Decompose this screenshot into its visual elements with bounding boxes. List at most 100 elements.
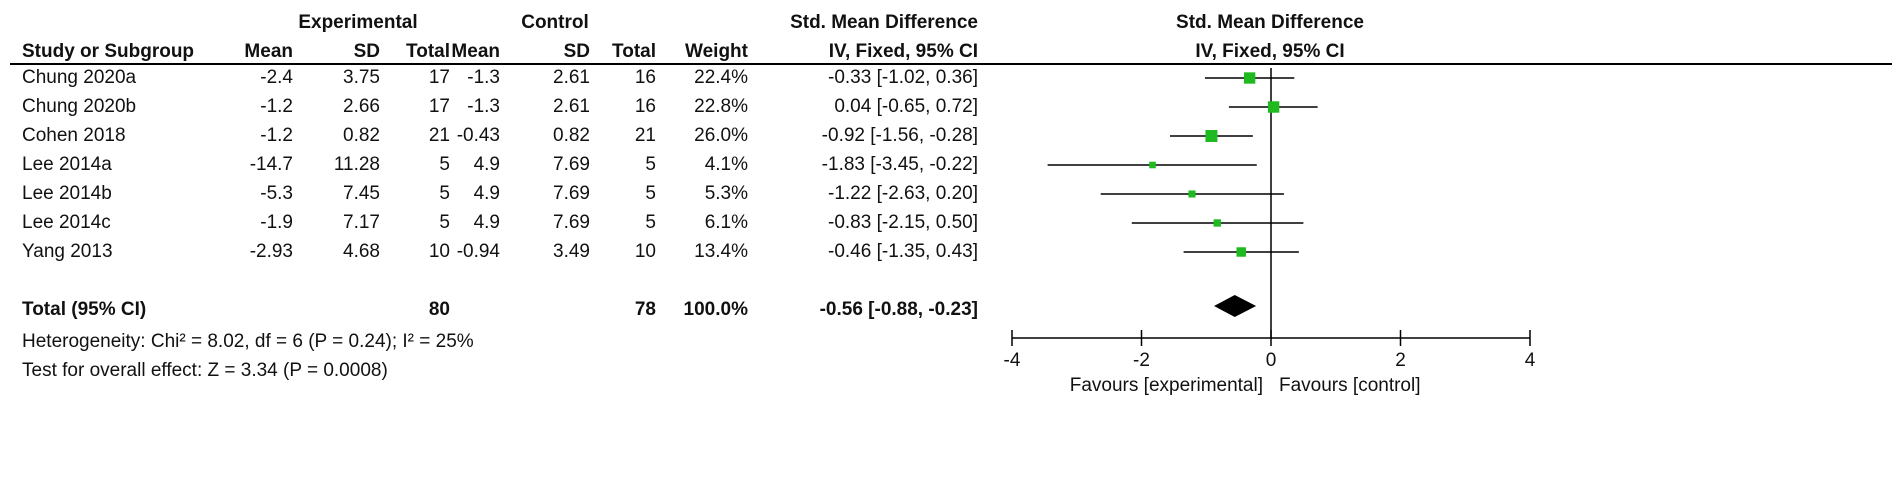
- mean-control-cell: 4.9: [473, 154, 500, 175]
- total-control-cell: 5: [645, 212, 656, 233]
- study-name-cell: Lee 2014a: [22, 154, 112, 175]
- smd-ci-cell: -0.92 [-1.56, -0.28]: [821, 125, 978, 146]
- mean-control-cell: 4.9: [473, 183, 500, 204]
- overall-effect-text: Test for overall effect: Z = 3.34 (P = 0…: [22, 360, 388, 381]
- weight-cell: 22.4%: [694, 67, 748, 88]
- weight-cell: 5.3%: [704, 183, 748, 204]
- weight-cell: 26.0%: [694, 125, 748, 146]
- mean-experimental-cell: -2.4: [260, 67, 293, 88]
- sd-control-cell: 7.69: [553, 154, 590, 175]
- x-tick-label: 4: [1525, 350, 1536, 371]
- total-weight: 100.0%: [683, 299, 748, 320]
- mean-experimental-cell: -5.3: [260, 183, 293, 204]
- total-experimental-cell: 10: [428, 241, 450, 262]
- total-control: 78: [634, 299, 656, 320]
- total-control-cell: 16: [634, 67, 656, 88]
- sd-control-cell: 7.69: [553, 183, 590, 204]
- total-ci: -0.56 [-0.88, -0.23]: [819, 299, 978, 320]
- total-control-cell: 5: [645, 183, 656, 204]
- effect-marker: [1188, 190, 1196, 198]
- effect-marker: [1149, 161, 1156, 169]
- sd-experimental-cell: 7.17: [343, 212, 380, 233]
- smd-method-header: IV, Fixed, 95% CI: [828, 41, 978, 62]
- total-experimental-cell: 17: [428, 67, 450, 88]
- mean-experimental-cell: -2.93: [249, 241, 293, 262]
- effect-marker: [1213, 219, 1221, 227]
- smd-ci-cell: -0.46 [-1.35, 0.43]: [828, 241, 978, 262]
- col-total-e-header: Total: [406, 41, 450, 62]
- sd-experimental-cell: 2.66: [343, 96, 380, 117]
- smd-ci-cell: 0.04 [-0.65, 0.72]: [834, 96, 978, 117]
- total-experimental-cell: 5: [439, 154, 450, 175]
- mean-control-cell: -1.3: [467, 96, 500, 117]
- x-tick-label: -4: [1004, 350, 1021, 371]
- header-divider: [10, 63, 1892, 65]
- mean-experimental-cell: -14.7: [249, 154, 293, 175]
- mean-experimental-cell: -1.9: [260, 212, 293, 233]
- plot-header: Std. Mean Difference: [1176, 12, 1364, 33]
- x-tick-label: -2: [1133, 350, 1150, 371]
- sd-experimental-cell: 0.82: [343, 125, 380, 146]
- favours-experimental-label: Favours [experimental]: [1070, 375, 1263, 396]
- sd-control-cell: 2.61: [553, 96, 590, 117]
- mean-control-cell: -0.43: [456, 125, 500, 146]
- col-study-header: Study or Subgroup: [22, 41, 195, 62]
- experimental-group-header: Experimental: [298, 12, 418, 33]
- weight-cell: 6.1%: [704, 212, 748, 233]
- smd-ci-cell: -0.83 [-2.15, 0.50]: [828, 212, 978, 233]
- total-experimental: 80: [428, 299, 450, 320]
- plot-method-header: IV, Fixed, 95% CI: [1195, 41, 1345, 62]
- col-sd-c-header: SD: [563, 41, 590, 62]
- sd-experimental-cell: 7.45: [343, 183, 380, 204]
- col-total-c-header: Total: [612, 41, 656, 62]
- heterogeneity-text: Heterogeneity: Chi² = 8.02, df = 6 (P = …: [22, 331, 474, 352]
- total-control-cell: 5: [645, 154, 656, 175]
- sd-experimental-cell: 3.75: [343, 67, 380, 88]
- study-name-cell: Lee 2014c: [22, 212, 111, 233]
- total-control-cell: 21: [634, 125, 656, 146]
- weight-cell: 4.1%: [704, 154, 748, 175]
- weight-cell: 13.4%: [694, 241, 748, 262]
- mean-control-cell: -0.94: [456, 241, 500, 262]
- total-experimental-cell: 21: [428, 125, 450, 146]
- effect-marker: [1267, 101, 1280, 113]
- col-sd-e-header: SD: [353, 41, 380, 62]
- x-tick-label: 2: [1395, 350, 1406, 371]
- sd-experimental-cell: 11.28: [333, 154, 380, 175]
- sd-experimental-cell: 4.68: [343, 241, 380, 262]
- col-mean-e-header: Mean: [244, 41, 293, 62]
- smd-ci-cell: -0.33 [-1.02, 0.36]: [828, 67, 978, 88]
- mean-experimental-cell: -1.2: [260, 125, 293, 146]
- favours-control-label: Favours [control]: [1279, 375, 1421, 396]
- smd-ci-cell: -1.83 [-3.45, -0.22]: [821, 154, 978, 175]
- effect-marker: [1205, 130, 1218, 142]
- col-weight-header: Weight: [685, 41, 748, 62]
- effect-marker: [1243, 72, 1256, 84]
- smd-ci-cell: -1.22 [-2.63, 0.20]: [828, 183, 978, 204]
- total-control-cell: 10: [634, 241, 656, 262]
- study-name-cell: Yang 2013: [22, 241, 113, 262]
- sd-control-cell: 7.69: [553, 212, 590, 233]
- sd-control-cell: 3.49: [553, 241, 590, 262]
- control-group-header: Control: [521, 12, 589, 33]
- weight-cell: 22.8%: [694, 96, 748, 117]
- smd-header: Std. Mean Difference: [790, 12, 978, 33]
- pooled-diamond: [1214, 295, 1257, 317]
- total-experimental-cell: 17: [428, 96, 450, 117]
- effect-marker: [1236, 247, 1246, 257]
- total-control-cell: 16: [634, 96, 656, 117]
- total-label: Total (95% CI): [22, 299, 147, 320]
- study-name-cell: Lee 2014b: [22, 183, 112, 204]
- study-name-cell: Chung 2020b: [22, 96, 137, 117]
- mean-control-cell: -1.3: [467, 67, 500, 88]
- study-name-cell: Cohen 2018: [22, 125, 126, 146]
- total-experimental-cell: 5: [439, 212, 450, 233]
- sd-control-cell: 0.82: [553, 125, 590, 146]
- study-name-cell: Chung 2020a: [22, 67, 137, 88]
- total-experimental-cell: 5: [439, 183, 450, 204]
- x-tick-label: 0: [1266, 350, 1277, 371]
- sd-control-cell: 2.61: [553, 67, 590, 88]
- mean-experimental-cell: -1.2: [260, 96, 293, 117]
- mean-control-cell: 4.9: [473, 212, 500, 233]
